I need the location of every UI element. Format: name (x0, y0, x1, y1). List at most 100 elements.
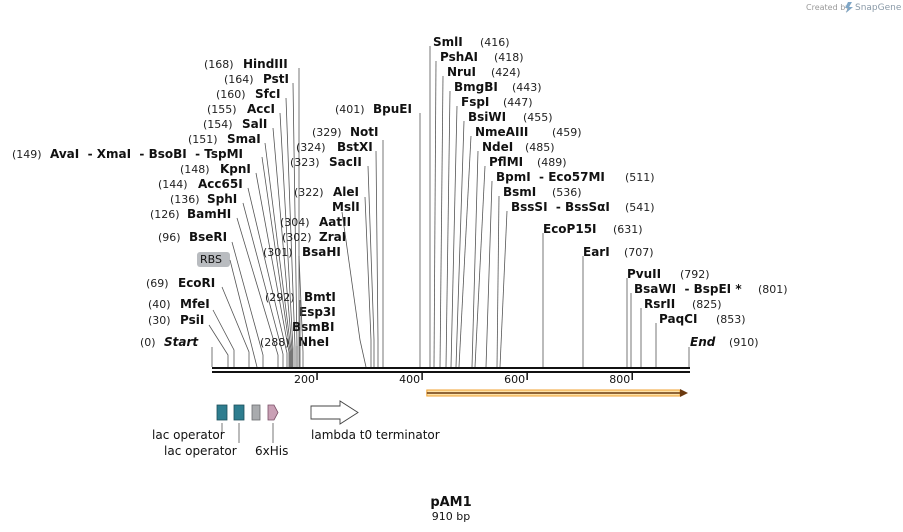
site-name: Start (164, 335, 199, 349)
site-label-psti[interactable]: (164) PstI (224, 72, 289, 86)
rbs-badge (197, 252, 230, 267)
site-label-aatii[interactable]: (304) AatII (280, 215, 351, 229)
created-by-credit: Created by (806, 3, 850, 12)
site-label-paqci[interactable]: PaqCI (853) (659, 312, 746, 326)
site-label-fspi[interactable]: FspI (447) (461, 95, 533, 109)
site-line-alei (364, 196, 372, 367)
site-line-bpmi (485, 180, 493, 368)
site-line-ndei (471, 150, 479, 368)
site-name: PshAI (440, 50, 478, 64)
site-label-bpmi[interactable]: BpmI - Eco57MI (511) (496, 170, 655, 184)
site-line-fspi (450, 105, 458, 368)
6xhis-arrow[interactable] (267, 404, 279, 421)
site-label-acc65i[interactable]: (144) Acc65I (158, 177, 243, 191)
site-label-ecop15i[interactable]: EcoP15I (631) (543, 222, 643, 236)
site-name: BstXI (337, 140, 373, 154)
lac-operator-1-label: lac operator (152, 428, 225, 442)
site-label-ecori[interactable]: (69) EcoRI (146, 276, 215, 290)
site-name: SacII (329, 155, 362, 169)
site-name: PsiI (180, 313, 204, 327)
site-label-end[interactable]: End (910) (690, 335, 759, 349)
site-label-smai[interactable]: (151) SmaI (188, 132, 261, 146)
site-label-kpni[interactable]: (148) KpnI (180, 162, 251, 176)
site-line-mfei (212, 309, 235, 367)
site-label-msli[interactable]: MslI (332, 200, 360, 214)
site-line-kpni (255, 172, 290, 367)
site-name: MfeI (180, 297, 210, 311)
site-pos: (96) (158, 231, 181, 244)
site-label-bsmbi[interactable]: BsmBI (292, 320, 334, 334)
site-label-avai[interactable]: (149) AvaI - XmaI - BsoBI - TspMI (12, 147, 243, 161)
site-label-bsawi[interactable]: BsaWI - BspEI * (801) (634, 282, 788, 296)
site-line-sphi (242, 202, 284, 367)
orf-arrow[interactable] (426, 389, 688, 397)
site-label-esp3i[interactable]: Esp3I (299, 305, 336, 319)
6xhis-label: 6xHis (255, 444, 288, 458)
site-label-acci[interactable]: (155) AccI (207, 102, 275, 116)
lac-operator-1-box[interactable] (216, 404, 228, 421)
site-name: NmeAIII (475, 125, 528, 139)
site-label-pvuii[interactable]: PvuII (792) (627, 267, 710, 281)
site-pos: (148) (180, 163, 210, 176)
site-label-sfci[interactable]: (160) SfcI (216, 87, 280, 101)
site-label-noti[interactable]: (329) NotI (312, 125, 379, 139)
site-name: NruI (447, 65, 476, 79)
site-line-bsmi (496, 195, 500, 368)
site-name: BsaHI (302, 245, 341, 259)
site-label-nmeaiii[interactable]: NmeAIII (459) (475, 125, 582, 139)
lambda-t0-terminator-arrow[interactable] (310, 400, 359, 425)
site-label-sacii[interactable]: (323) SacII (290, 155, 362, 169)
site-label-bsiwi[interactable]: BsiWI (455) (468, 110, 553, 124)
site-name: MslI (332, 200, 360, 214)
site-label-bmgbi[interactable]: BmgBI (443) (454, 80, 542, 94)
site-pos: (168) (204, 58, 234, 71)
site-label-bamhi[interactable]: (126) BamHI (150, 207, 231, 221)
dna-backbone (212, 367, 690, 373)
site-label-zrai[interactable]: (302) ZraI (282, 230, 346, 244)
site-label-bstxi[interactable]: (324) BstXI (296, 140, 373, 154)
site-label-psii[interactable]: (30) PsiI (148, 313, 204, 327)
site-label-bsmi[interactable]: BsmI (536) (503, 185, 582, 199)
site-pos: (853) (716, 313, 746, 326)
site-line-nmeaiii (458, 135, 472, 368)
site-label-eari[interactable]: EarI (707) (583, 245, 654, 259)
site-label-bsahi[interactable]: (301) BsaHI (263, 245, 341, 259)
site-label-bsssi[interactable]: BssSI - BssSαI (541) (511, 200, 655, 214)
site-label-nhei[interactable]: (288) NheI (260, 335, 329, 349)
site-label-nrui[interactable]: NruI (424) (447, 65, 521, 79)
site-label-bpuei[interactable]: (401) BpuEI (335, 102, 412, 116)
site-name: BseRI (189, 230, 227, 244)
site-name: RsrII (644, 297, 675, 311)
site-line-msli (341, 211, 367, 368)
site-label-bmti[interactable]: (292) BmtI (265, 290, 336, 304)
site-label-sphi[interactable]: (136) SphI (170, 192, 237, 206)
site-line-sali (272, 127, 293, 367)
site-label-rsrii[interactable]: RsrII (825) (644, 297, 722, 311)
site-label-sali[interactable]: (154) SalI (203, 117, 267, 131)
site-name: EarI (583, 245, 610, 259)
axis-ticks: 200 400 600 800 (294, 372, 633, 386)
site-line-smai (264, 142, 292, 367)
site-label-alei[interactable]: (322) AleI (294, 185, 359, 199)
site-line-bsahi (298, 255, 304, 367)
site-label-smli[interactable]: SmlI (416) (433, 35, 510, 49)
site-label-ndei[interactable]: NdeI (485) (482, 140, 555, 154)
rbs-box[interactable] (251, 404, 261, 421)
site-label-bseri[interactable]: (96) BseRI (158, 230, 227, 244)
site-name: PflMI (489, 155, 523, 169)
site-pos: (154) (203, 118, 233, 131)
site-pos: (0) (140, 336, 156, 349)
rbs-label[interactable]: RBS (197, 252, 230, 267)
site-label-hindiii[interactable]: (168) HindIII (204, 57, 288, 71)
site-name: Esp3I (299, 305, 336, 319)
site-name: BsiWI (468, 110, 506, 124)
feature-track: lac operator lac operator 6xHis lambda t… (152, 400, 440, 458)
lac-operator-2-box[interactable] (233, 404, 245, 421)
site-line-acci (279, 112, 294, 367)
site-label-pshai[interactable]: PshAI (418) (440, 50, 524, 64)
site-label-start[interactable]: (0) Start (140, 335, 199, 349)
rbs-text: RBS (200, 253, 222, 266)
site-label-mfei[interactable]: (40) MfeI (148, 297, 210, 311)
site-label-pflmi[interactable]: PflMI (489) (489, 155, 567, 169)
